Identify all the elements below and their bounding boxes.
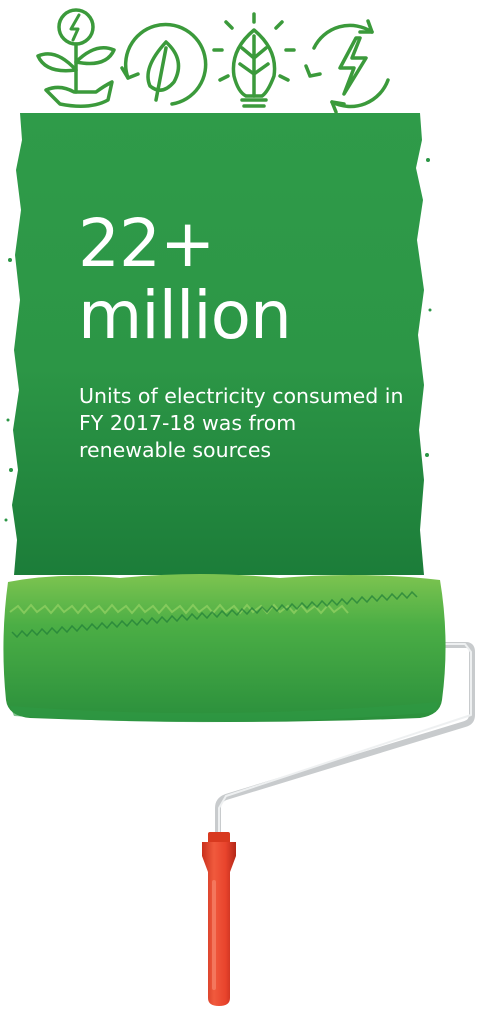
leaf-circle-icon — [120, 22, 208, 106]
stat-description: Units of electricity consumed in FY 2017… — [79, 384, 404, 462]
bolt-recycle-icon — [304, 19, 390, 114]
headline-stat: 22+ million — [78, 205, 292, 354]
paint-roller — [3, 574, 446, 722]
paint-splatter — [4, 158, 432, 522]
plant-hand-bolt-icon — [36, 8, 116, 108]
roller-handle — [202, 832, 236, 1006]
leaf-bulb-icon — [212, 12, 296, 108]
headline-number: 22+ — [78, 205, 215, 282]
roller-frame — [215, 642, 475, 841]
paint-stripe — [12, 113, 424, 575]
headline-unit: million — [78, 277, 292, 354]
